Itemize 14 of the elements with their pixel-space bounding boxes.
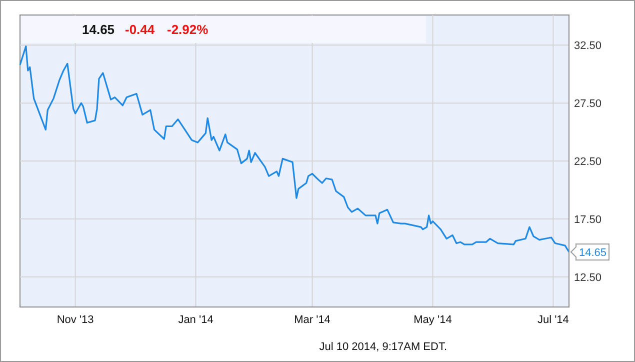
x-tick-label: Mar '14 xyxy=(294,314,330,326)
annotation: 14.65 xyxy=(579,246,607,259)
text: 14.65 xyxy=(82,22,115,37)
x-tick-label: Jan '14 xyxy=(178,314,214,326)
text: -0.44 -2.92% xyxy=(125,22,209,37)
y-tick-label: 32.50 xyxy=(574,40,602,52)
x-tick-label: Jul '14 xyxy=(537,314,569,326)
y-tick-label: 22.50 xyxy=(574,156,602,168)
text: Jul 10 2014, 9:17AM EDT. xyxy=(319,341,447,353)
x-tick-label: Nov '13 xyxy=(56,314,94,326)
y-tick-label: 12.50 xyxy=(574,272,602,284)
y-tick-label: 17.50 xyxy=(574,214,602,226)
x-tick-label: May '14 xyxy=(414,314,452,326)
y-tick-label: 27.50 xyxy=(574,98,602,110)
